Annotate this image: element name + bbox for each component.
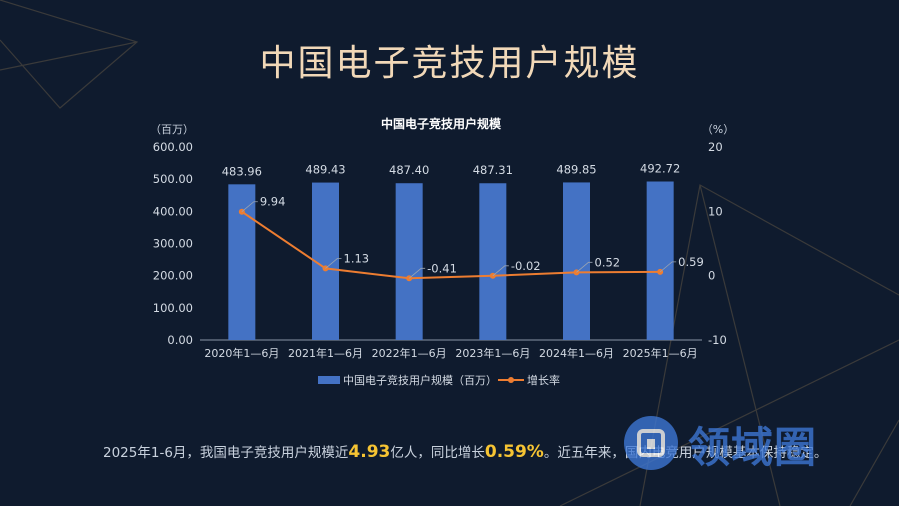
bar [228,184,256,340]
right-axis-tick: 0 [708,269,715,283]
watermark-logo: 领域圈 [620,410,870,474]
summary-text: 2025年1-6月，我国电子竞技用户规模近4.93亿人，同比增长0.59%。近五… [103,441,827,462]
bar [479,183,507,340]
left-axis-tick: 100.00 [153,301,193,315]
growth-data-label: -0.02 [511,259,541,273]
x-axis-tick: 2020年1—6月 [204,346,279,360]
bar [646,181,674,340]
bar-data-label: 489.43 [305,163,345,177]
watermark-circle-icon [624,416,678,470]
growth-rate-line [241,210,661,280]
x-axis-tick: 2021年1—6月 [288,346,363,360]
left-axis-tick: 600.00 [153,140,193,154]
summary-part-3: 。近五年来，国内电竞用户规模基本保持稳定。 [543,445,828,461]
slide-title: 中国电子竞技用户规模 [259,43,640,84]
right-axis-unit: （%） [702,123,734,136]
bar-data-label: 487.40 [389,163,429,177]
x-axis-tick: 2022年1—6月 [372,346,447,360]
summary-part-2: 亿人，同比增长 [390,445,485,461]
left-axis-unit: （百万） [150,123,194,136]
growth-data-label: -0.41 [427,261,457,275]
legend-bar-label: 中国电子竞技用户规模（百万） [343,373,497,387]
growth-label-leader [408,267,426,279]
left-axis-tick: 500.00 [153,172,193,186]
summary-part-1: 2025年1-6月，我国电子竞技用户规模近 [103,445,349,461]
bar-data-label: 492.72 [640,162,680,176]
left-axis-tick: 400.00 [153,204,193,218]
growth-label-leader [325,257,342,269]
growth-data-label: 9.94 [260,195,286,209]
bar [395,183,423,340]
x-axis-tick: 2024年1—6月 [539,346,614,360]
growth-label-leader [659,261,677,273]
left-axis-tick: 200.00 [153,269,193,283]
bar [563,182,590,340]
right-axis-tick: 20 [708,140,723,154]
summary-value-growth: 0.59% [484,442,544,462]
chart-title: 中国电子竞技用户规模 [381,116,502,131]
growth-label-leader [241,201,258,213]
left-axis-tick: 0.00 [167,333,193,347]
bar-data-label: 487.31 [473,163,513,177]
growth-label-leader [492,265,509,277]
growth-label-leader [576,261,593,273]
bar-data-label: 489.85 [556,162,596,176]
right-axis-tick: -10 [708,333,727,347]
legend-line-marker [508,377,514,383]
left-axis-tick: 300.00 [153,237,193,251]
legend-bar-swatch [318,376,340,384]
legend-line-label: 增长率 [527,373,560,387]
growth-data-label: 1.13 [344,251,370,265]
right-axis-tick: 10 [708,204,723,218]
watermark-text: 领域圈 [688,423,818,472]
x-axis-tick: 2023年1—6月 [455,346,530,360]
summary-value-users: 4.93 [348,442,391,462]
bar-data-label: 483.96 [222,164,262,178]
growth-data-label: 0.59 [678,255,704,269]
growth-data-label: 0.52 [595,255,621,269]
x-axis-tick: 2025年1—6月 [623,346,698,360]
